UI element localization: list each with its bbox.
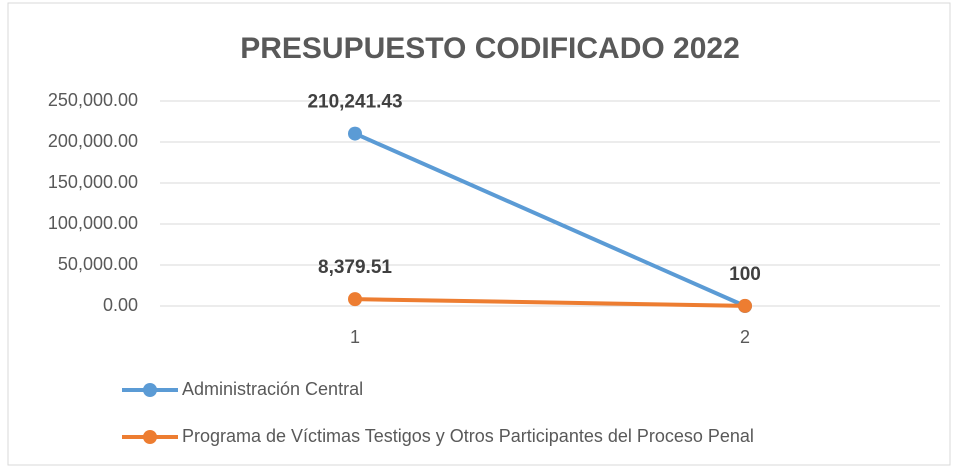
x-tick-label: 2 xyxy=(740,327,750,347)
series-line xyxy=(353,131,747,308)
data-label: 210,241.43 xyxy=(307,92,402,113)
data-label: 100 xyxy=(729,264,761,285)
data-label: 8,379.51 xyxy=(318,257,392,278)
legend-label: Administración Central xyxy=(182,379,363,399)
chart-title: PRESUPUESTO CODIFICADO 2022 xyxy=(240,32,740,65)
series-marker xyxy=(738,298,752,313)
series-marker xyxy=(348,292,362,307)
legend-marker xyxy=(143,430,157,444)
x-tick-label: 1 xyxy=(350,327,360,347)
legend-label: Programa de Víctimas Testigos y Otros Pa… xyxy=(182,426,754,446)
y-tick-label: 150,000.00 xyxy=(48,172,138,192)
y-tick-label: 200,000.00 xyxy=(48,131,138,151)
legend-marker xyxy=(143,383,157,397)
y-tick-label: 250,000.00 xyxy=(48,90,138,110)
y-tick-label: 100,000.00 xyxy=(48,213,138,233)
series-line xyxy=(353,297,747,308)
series-marker xyxy=(348,126,362,141)
y-tick-label: 50,000.00 xyxy=(58,254,138,274)
y-tick-label: 0.00 xyxy=(103,295,138,315)
